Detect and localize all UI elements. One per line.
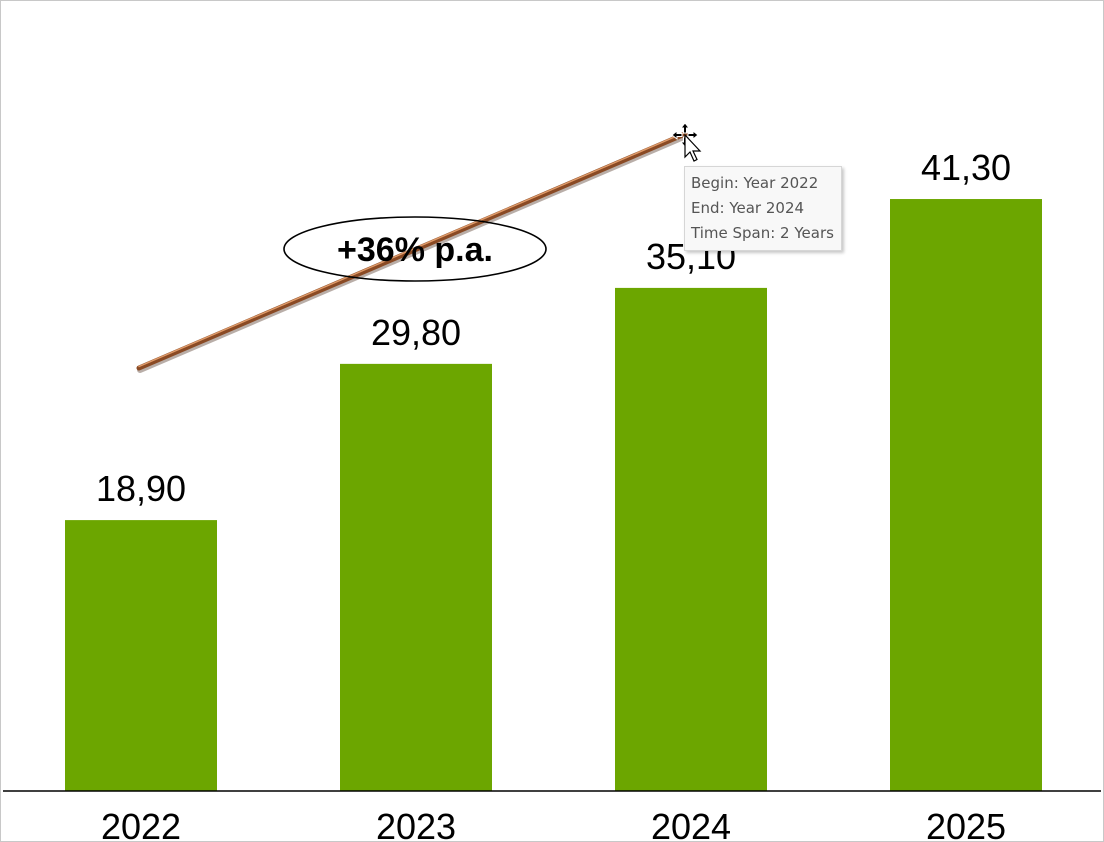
value-label-2022: 18,90 — [96, 468, 186, 509]
value-label-2025: 41,30 — [921, 147, 1011, 188]
cagr-ellipse[interactable] — [283, 216, 547, 282]
bar-2025[interactable] — [890, 199, 1042, 792]
tooltip-begin: Begin: Year 2022 — [691, 174, 819, 192]
cagr-tooltip: Begin: Year 2022 End: Year 2024 Time Spa… — [684, 166, 842, 251]
cagr-arrow[interactable] — [136, 131, 688, 371]
x-tick-label-2025: 2025 — [926, 806, 1006, 841]
x-tick-label-2024: 2024 — [651, 806, 731, 841]
cagr-label: +36% p.a. — [337, 231, 493, 269]
bar-2022[interactable] — [65, 520, 217, 791]
x-tick-label-2023: 2023 — [376, 806, 456, 841]
bar-2024[interactable] — [615, 287, 767, 791]
tooltip-end: End: Year 2024 — [691, 199, 805, 217]
cagr-arrow-highlight — [138, 131, 686, 368]
value-label-2023: 29,80 — [371, 312, 461, 353]
bar-2023[interactable] — [340, 363, 492, 791]
x-tick-label-2022: 2022 — [101, 806, 181, 841]
tooltip-span: Time Span: 2 Years — [691, 224, 834, 242]
move-cursor-icon — [671, 122, 702, 162]
cagr-bubble[interactable]: +36% p.a. — [283, 216, 547, 282]
